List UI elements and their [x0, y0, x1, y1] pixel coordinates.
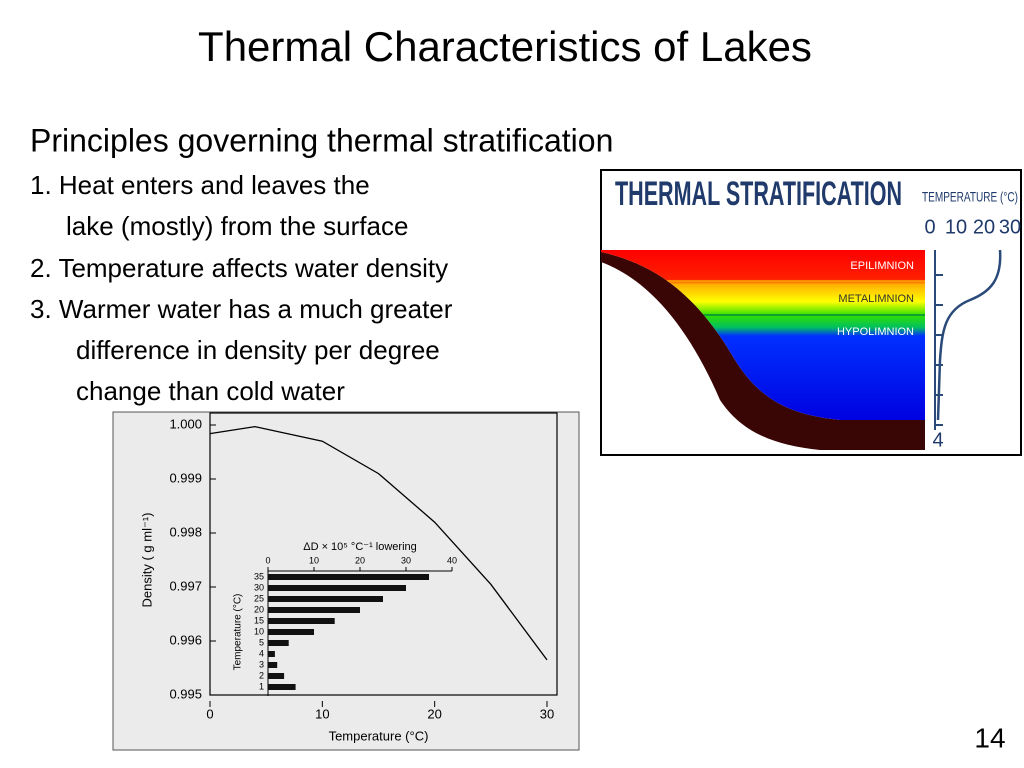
- diagram-tick: 10: [945, 216, 967, 238]
- plot-area: [209, 412, 558, 696]
- diagram-title: THERMAL STRATIFICATION: [615, 175, 902, 213]
- body-line: 1. Heat enters and leaves the: [30, 170, 370, 200]
- bar: [268, 585, 406, 591]
- slide-title: Thermal Characteristics of Lakes: [198, 23, 812, 70]
- inset-x-tick-label: 40: [447, 555, 457, 565]
- inset-category-label: 20: [254, 604, 264, 614]
- inset-x-tick-label: 30: [401, 555, 411, 565]
- density-chart: [112, 411, 580, 751]
- layer-label: HYPOLIMNION: [837, 326, 914, 338]
- inset-category-label: 5: [259, 637, 264, 647]
- x-tick-label: 20: [427, 706, 441, 721]
- x-tick-label: 30: [540, 706, 554, 721]
- bar: [268, 684, 296, 690]
- inset-x-tick-label: 20: [355, 555, 365, 565]
- bar: [268, 607, 360, 613]
- inset-x-tick-label: 10: [309, 555, 319, 565]
- bar: [268, 574, 429, 580]
- inset-category-label: 25: [254, 593, 264, 603]
- page-number: 14: [974, 722, 1005, 753]
- inset-y-label: Temperature (°C): [233, 594, 244, 671]
- inset-category-label: 15: [254, 615, 264, 625]
- bar: [268, 629, 314, 635]
- x-axis-label: Temperature (°C): [329, 728, 429, 743]
- inset-category-label: 10: [254, 626, 264, 636]
- y-axis-label: Density ( g ml⁻¹): [139, 513, 154, 608]
- diagram-axis-label: TEMPERATURE (°C): [922, 189, 1018, 205]
- y-tick-label: 1.000: [169, 416, 202, 431]
- bottom-label: 4: [932, 429, 943, 451]
- inset-title: ΔD × 10⁵ °C⁻¹ lowering: [303, 541, 417, 553]
- body-line: lake (mostly) from the surface: [66, 211, 408, 241]
- diagram-tick: 0: [924, 216, 935, 238]
- inset-category-label: 4: [259, 648, 264, 658]
- body-line: difference in density per degree: [76, 335, 440, 365]
- y-tick-label: 0.999: [169, 470, 202, 485]
- bar: [268, 640, 289, 646]
- bar: [268, 673, 285, 679]
- lake-bottom: [601, 252, 925, 450]
- x-tick-label: 10: [315, 706, 329, 721]
- inset-category-label: 35: [254, 571, 264, 581]
- diagram-tick: 30: [999, 216, 1021, 238]
- inset-x-tick-label: 0: [265, 555, 270, 565]
- layer-label: METALIMNION: [838, 293, 914, 305]
- chart-frame: [112, 411, 580, 751]
- diagram-tick: 20: [973, 216, 995, 238]
- subtitle: Principles governing thermal stratificat…: [30, 122, 613, 158]
- y-tick-label: 0.998: [169, 524, 202, 539]
- x-tick-label: 0: [206, 706, 213, 721]
- temperature-profile: [936, 249, 1002, 421]
- inset-category-label: 2: [259, 670, 264, 680]
- bar: [268, 651, 275, 657]
- inset-category-label: 30: [254, 582, 264, 592]
- y-tick-label: 0.997: [169, 578, 202, 593]
- bar: [268, 662, 278, 668]
- bar: [268, 618, 335, 624]
- inset-category-label: 1: [259, 681, 264, 691]
- inset-category-label: 3: [259, 659, 264, 669]
- body-line: change than cold water: [76, 376, 345, 406]
- bar: [268, 596, 383, 602]
- body-line: 2. Temperature affects water density: [30, 253, 448, 283]
- body-line: 3. Warmer water has a much greater: [30, 294, 453, 324]
- stratification-diagram: THERMAL STRATIFICATION TEMPERATURE (°C) …: [600, 169, 1022, 456]
- layer-label: EPILIMNION: [850, 260, 914, 272]
- density-curve: [209, 425, 548, 661]
- y-tick-label: 0.995: [169, 686, 202, 701]
- y-tick-label: 0.996: [169, 632, 202, 647]
